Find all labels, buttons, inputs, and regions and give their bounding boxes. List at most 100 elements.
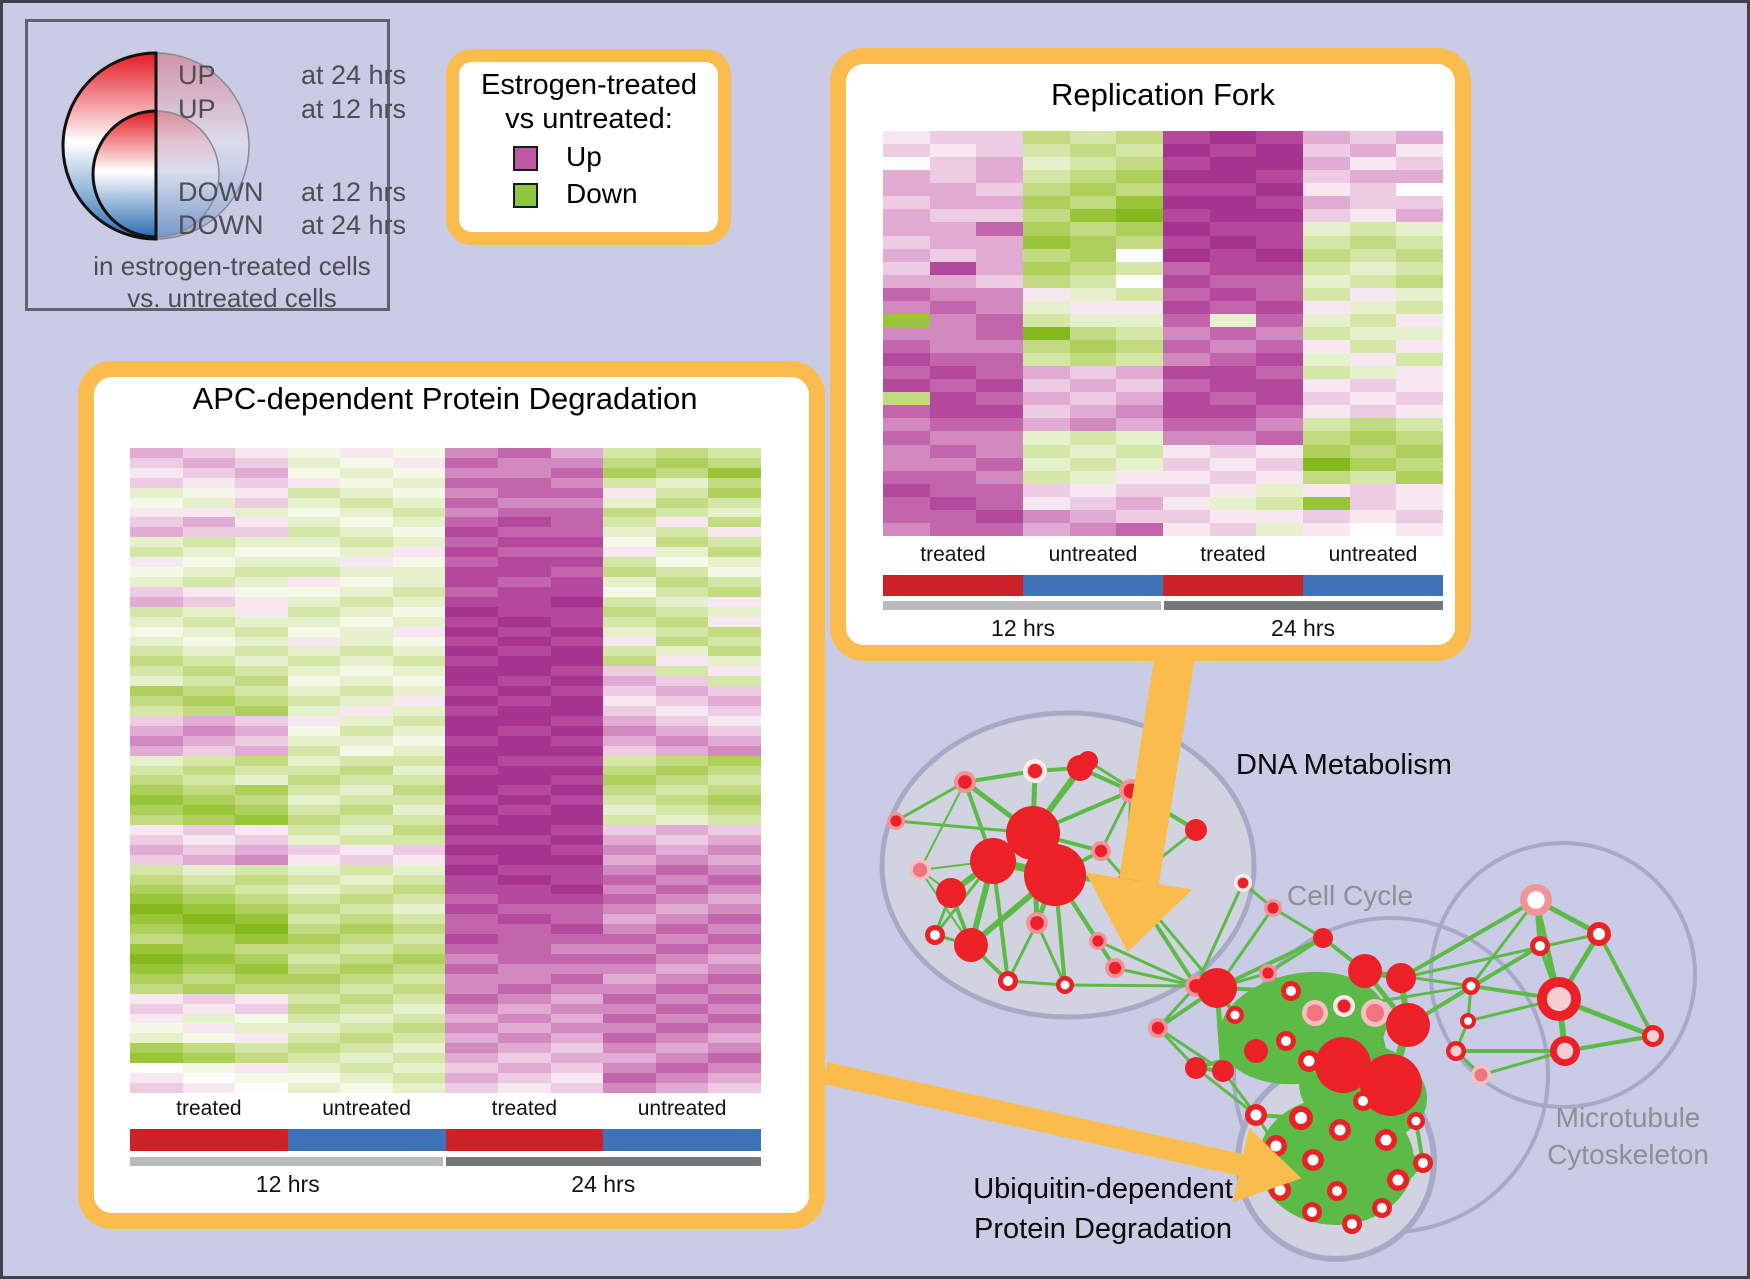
network-edge <box>1284 1011 1317 1043</box>
gene-node-center <box>1123 783 1139 799</box>
legend-caption-line2: vs. untreated cells <box>127 283 337 313</box>
gene-node <box>1185 1057 1207 1079</box>
gene-node <box>1056 976 1074 994</box>
network-edge <box>1311 1100 1365 1161</box>
gene-node-center <box>1377 1203 1387 1213</box>
network-edge <box>1300 1115 1341 1133</box>
network-edge <box>963 780 1035 835</box>
network-edge <box>1285 1038 1344 1068</box>
network-edge <box>1054 849 1102 877</box>
network-edge <box>1255 1048 1344 1068</box>
gene-node-center <box>1332 1186 1342 1196</box>
rf-untreated-bar-24 <box>1303 575 1443 596</box>
gene-node <box>1386 963 1416 993</box>
updown-legend-box <box>446 49 731 245</box>
gene-node <box>1119 779 1143 803</box>
gene-node <box>1407 1112 1425 1130</box>
gene-node <box>1387 1169 1409 1191</box>
gene-node <box>1244 1039 1268 1063</box>
ubiquitin-label-line1: Ubiquitin-dependent <box>973 1173 1233 1205</box>
gene-node-center <box>1646 1029 1660 1043</box>
network-edge <box>1215 986 1237 1017</box>
network-edge <box>1385 1119 1417 1142</box>
apc-12hr-bar <box>130 1157 443 1166</box>
rf-time-labels: 12 hrs 24 hrs <box>883 615 1443 642</box>
gene-node-center <box>1189 979 1203 993</box>
network-edge <box>1054 872 1130 886</box>
gene-node <box>909 859 931 881</box>
network-edge <box>1340 1063 1366 1103</box>
network-edge <box>949 892 973 946</box>
network-edge <box>1338 1083 1393 1132</box>
network-edge <box>1314 985 1472 1014</box>
network-edge <box>1030 766 1083 835</box>
gene-node <box>887 812 905 830</box>
gene-node <box>1259 964 1277 982</box>
gene-node <box>1520 884 1552 916</box>
rf-treated-bar-12 <box>883 575 1023 596</box>
updown-title-line1: Estrogen-treated <box>480 69 697 101</box>
dna-circle <box>879 710 1257 1020</box>
network-edge <box>1299 1063 1345 1120</box>
legend-down-24-time: at 24 hrs <box>300 210 406 240</box>
network-edge <box>1388 1083 1419 1123</box>
network-edge <box>1364 968 1402 981</box>
network-edge <box>1342 969 1367 1008</box>
cell-cycle-label: Cell Cycle <box>1287 880 1414 911</box>
network-edge <box>1597 933 1655 1037</box>
gene-node-center <box>1411 1116 1421 1126</box>
rf-untreated-bar-12 <box>1023 575 1163 596</box>
rf-condition-bars <box>883 575 1443 596</box>
network-edge <box>1127 790 1133 884</box>
gene-node-center <box>1418 1158 1428 1168</box>
network-edge <box>1216 971 1269 990</box>
gene-node-center <box>1380 1134 1392 1146</box>
network-edge <box>1311 1158 1339 1193</box>
gene-node <box>1024 844 1086 906</box>
gene-node-center <box>1094 844 1108 858</box>
network-edge <box>1396 1161 1425 1182</box>
network-edge <box>1255 1113 1302 1120</box>
network-edge <box>1564 1034 1654 1053</box>
gene-node <box>1327 1181 1347 1201</box>
up-swatch <box>513 146 538 171</box>
gene-node-center <box>1295 1112 1307 1124</box>
network-edge <box>1278 1117 1303 1191</box>
mt-circle <box>1429 841 1697 1109</box>
gene-node <box>1105 958 1125 978</box>
legend-up-24-dir: UP <box>178 60 216 90</box>
network-edge <box>1255 1049 1310 1063</box>
gene-node <box>1197 968 1237 1008</box>
network-edge <box>1221 1070 1258 1116</box>
network-edge <box>919 781 966 871</box>
network-edge <box>1383 1139 1401 1181</box>
gene-node-center <box>1392 1174 1404 1186</box>
network-edge <box>991 860 1010 982</box>
network-edge <box>1195 1066 1224 1073</box>
network-edge <box>1372 1012 1394 1086</box>
gene-node-center <box>1307 1207 1317 1217</box>
gene-node-center <box>1237 877 1249 889</box>
gene-node-center <box>1365 1003 1385 1023</box>
network-edge <box>1454 1049 1483 1077</box>
gene-node <box>954 771 976 793</box>
gene-node <box>1265 1135 1287 1157</box>
gene-node <box>1148 1018 1168 1038</box>
gene-node-center <box>912 862 928 878</box>
gene-node-center <box>1003 976 1013 986</box>
gene-node <box>1026 912 1048 934</box>
network-edge <box>1214 987 1226 1072</box>
network-edge <box>1284 1039 1311 1063</box>
rf-time-bars <box>883 601 1443 610</box>
microtubule-label-line2: Cytoskeleton <box>1547 1139 1709 1170</box>
apc-treated-bar-12 <box>130 1129 288 1151</box>
network-edge <box>1157 1026 1224 1073</box>
network-edge <box>1272 906 1324 940</box>
gene-node-center <box>1535 941 1545 951</box>
gene-node <box>1185 819 1207 841</box>
gene-node <box>1212 1060 1234 1082</box>
gene-node <box>1185 975 1207 997</box>
gene-node <box>925 925 945 945</box>
gene-node <box>1281 981 1301 1001</box>
